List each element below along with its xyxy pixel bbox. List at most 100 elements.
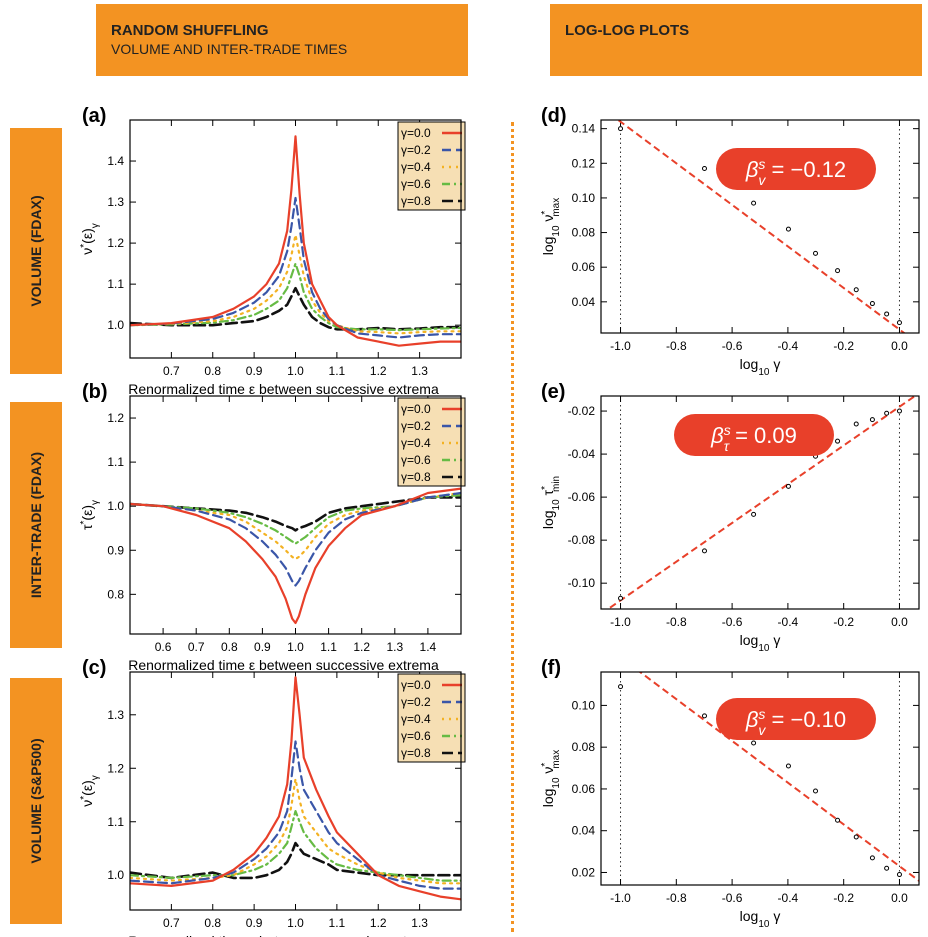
slope-badge: βs v = −0.12 bbox=[716, 148, 876, 190]
data-point bbox=[618, 684, 624, 690]
x-axis-label: Renormalized time ε between successive e… bbox=[128, 381, 439, 397]
header-title-right: LOG-LOG PLOTS bbox=[565, 22, 690, 39]
y-tick-label: 1.1 bbox=[107, 455, 124, 469]
legend-box bbox=[397, 121, 466, 211]
legend-label: γ=0.4 bbox=[401, 160, 431, 174]
data-point bbox=[785, 483, 791, 489]
x-tick-label: -0.8 bbox=[666, 615, 687, 629]
plot-frame bbox=[600, 395, 920, 610]
series-line-gamma-3 bbox=[130, 494, 461, 545]
panel-label: (c) bbox=[82, 657, 106, 679]
y-tick-label: 0.08 bbox=[572, 226, 596, 240]
legend-label: γ=0.8 bbox=[401, 470, 431, 484]
legend: γ=0.0 γ=0.2 γ=0.4 γ=0.6 γ=0.8 bbox=[397, 673, 466, 763]
x-tick-label: 0.7 bbox=[163, 916, 180, 930]
y-axis-label: τ*(ε)γ bbox=[79, 500, 101, 530]
x-tick-label: 0.7 bbox=[188, 640, 205, 654]
fit-line bbox=[616, 120, 906, 333]
legend: γ=0.0 γ=0.2 γ=0.4 γ=0.6 γ=0.8 bbox=[397, 121, 466, 211]
x-tick-label: 0.8 bbox=[204, 916, 221, 930]
x-tick-label: 1.1 bbox=[329, 916, 346, 930]
panel-label: (e) bbox=[541, 381, 565, 403]
y-tick-label: 0.04 bbox=[572, 824, 596, 838]
series-group bbox=[130, 676, 461, 901]
panel-label: (d) bbox=[541, 105, 567, 127]
plot-frame bbox=[129, 119, 462, 359]
series-line-gamma-2 bbox=[130, 233, 461, 335]
data-point bbox=[853, 287, 859, 293]
x-tick-label: -0.6 bbox=[722, 339, 743, 353]
x-tick-label: -1.0 bbox=[610, 615, 631, 629]
y-tick-label: -0.08 bbox=[568, 533, 596, 547]
y-axis-label: ν*(ε)γ bbox=[79, 775, 101, 806]
plot-frame bbox=[129, 671, 462, 911]
y-tick-label: 0.08 bbox=[572, 740, 596, 754]
x-tick-label: -0.6 bbox=[722, 615, 743, 629]
slope-badge: βs τ = 0.09 bbox=[674, 414, 834, 456]
data-point bbox=[853, 834, 859, 840]
slope-badge-text: βs v = −0.10 bbox=[745, 706, 846, 738]
x-tick-label: 1.1 bbox=[320, 640, 337, 654]
x-tick-label: 0.7 bbox=[163, 364, 180, 378]
y-axis-label: ν*(ε)γ bbox=[79, 223, 101, 254]
x-tick-label: -1.0 bbox=[610, 339, 631, 353]
x-tick-label: 1.2 bbox=[353, 640, 370, 654]
data-point bbox=[813, 788, 819, 794]
data-point bbox=[884, 410, 890, 416]
y-tick-label: 0.9 bbox=[107, 543, 124, 557]
legend-label: γ=0.6 bbox=[401, 177, 431, 191]
series-line-gamma-2 bbox=[130, 491, 461, 561]
data-point bbox=[853, 421, 859, 427]
fit-group bbox=[606, 396, 917, 609]
x-tick-label: 1.2 bbox=[370, 916, 387, 930]
y-tick-label: 1.1 bbox=[107, 815, 124, 829]
y-axis-label: log10 ν*max bbox=[540, 198, 562, 256]
legend-label: γ=0.2 bbox=[401, 695, 431, 709]
plot-frame bbox=[129, 395, 462, 635]
data-point bbox=[835, 817, 841, 823]
x-tick-label: -0.2 bbox=[833, 615, 854, 629]
legend-label: γ=0.6 bbox=[401, 729, 431, 743]
data-point bbox=[835, 438, 841, 444]
series-group bbox=[130, 135, 461, 347]
y-tick-label: 0.10 bbox=[572, 191, 596, 205]
header-title: RANDOM SHUFFLING bbox=[111, 22, 269, 39]
data-point bbox=[884, 865, 890, 871]
data-point bbox=[701, 548, 707, 554]
panel-d: (d) -1.0 -0.8 -0.6 -0.4 -0.2 0.0 0.04 0.06 0.08 0.… bbox=[540, 105, 920, 378]
x-tick-label: -0.4 bbox=[778, 615, 799, 629]
legend-label: γ=0.2 bbox=[401, 419, 431, 433]
legend-label: γ=0.0 bbox=[401, 678, 431, 692]
data-point bbox=[835, 268, 841, 274]
y-tick-label: 1.0 bbox=[107, 868, 124, 882]
column-divider bbox=[511, 122, 514, 932]
slope-badge-bg bbox=[716, 148, 876, 190]
data-point bbox=[618, 595, 624, 601]
panel-c: (c) 0.7 0.8 0.9 1.0 1.1 1.2 1.3 1.0 1.1 1.2 1.3 γ=0.… bbox=[79, 657, 466, 937]
x-tick-label: -0.2 bbox=[833, 339, 854, 353]
legend-label: γ=0.0 bbox=[401, 126, 431, 140]
fit-line bbox=[638, 672, 919, 882]
data-point bbox=[785, 763, 791, 769]
y-tick-label: 1.2 bbox=[107, 411, 124, 425]
y-tick-label: 0.10 bbox=[572, 698, 596, 712]
legend: γ=0.0 γ=0.2 γ=0.4 γ=0.6 γ=0.8 bbox=[397, 397, 466, 487]
series-line-gamma-1 bbox=[130, 491, 461, 587]
x-tick-label: -1.0 bbox=[610, 891, 631, 905]
series-group bbox=[130, 487, 461, 625]
x-tick-label: 1.0 bbox=[287, 640, 304, 654]
series-line-gamma-4 bbox=[130, 841, 461, 880]
side-label-inter-trade-fdax: INTER-TRADE (FDAX) bbox=[10, 402, 62, 648]
data-point bbox=[896, 872, 902, 878]
y-axis-label: log10 ν*max bbox=[540, 750, 562, 808]
panel-e: (e) -1.0 -0.8 -0.6 -0.4 -0.2 0.0 -0.10 -0.08 -0.0… bbox=[540, 381, 920, 654]
series-line-gamma-0 bbox=[130, 487, 461, 625]
slope-badge-bg bbox=[716, 698, 876, 740]
y-tick-label: 0.12 bbox=[572, 156, 596, 170]
x-tick-label: -0.6 bbox=[722, 891, 743, 905]
x-axis-label: Renormalized time ε between successive e… bbox=[128, 657, 439, 673]
panel-a: (a) 0.7 0.8 0.9 1.0 1.1 1.2 1.3 1.0 1.1 1.2 1.3 1.4 γ… bbox=[79, 105, 466, 397]
data-point bbox=[751, 511, 757, 517]
x-tick-label: -0.4 bbox=[778, 891, 799, 905]
data-point bbox=[751, 740, 757, 746]
